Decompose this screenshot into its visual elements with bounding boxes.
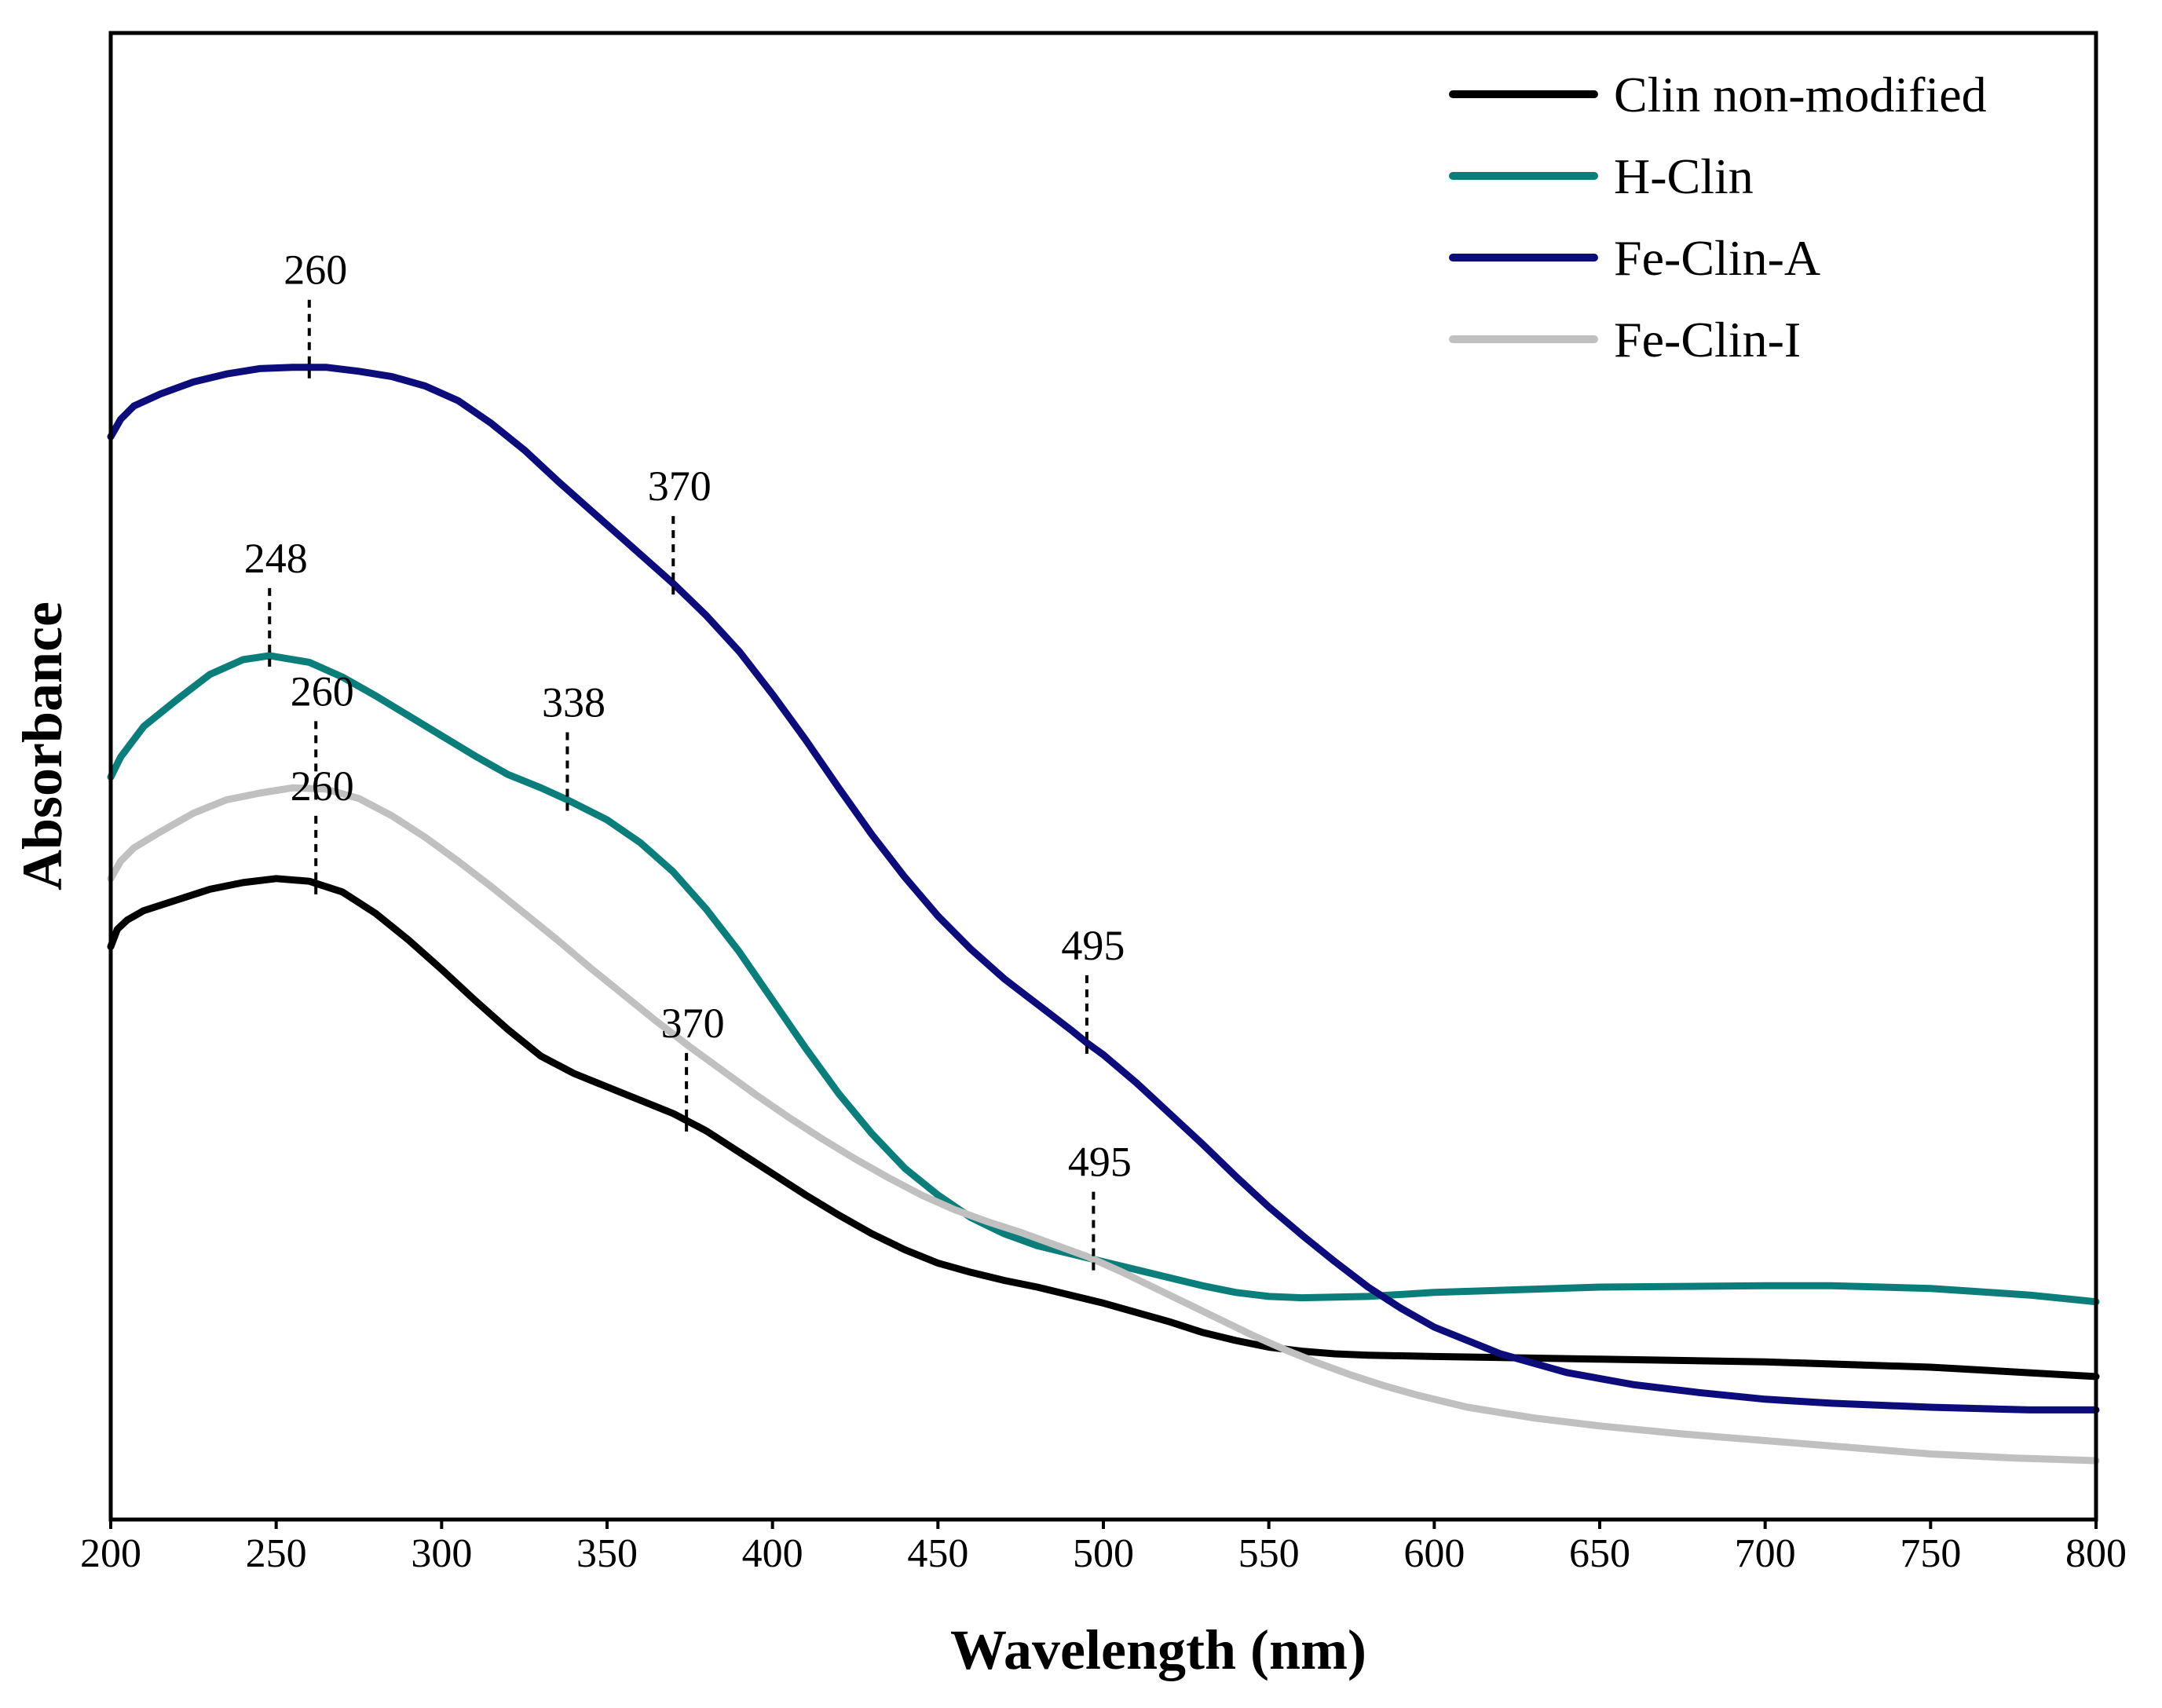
x-tick-label-750: 750 — [1900, 1531, 1961, 1576]
x-tick-label-550: 550 — [1238, 1531, 1300, 1576]
annotation-label-1: 370 — [648, 463, 712, 510]
x-tick-label-800: 800 — [2065, 1531, 2127, 1576]
x-tick-label-650: 650 — [1569, 1531, 1630, 1576]
series-layer — [107, 364, 2100, 1465]
annotation-label-4: 338 — [542, 679, 605, 726]
x-tick-label-600: 600 — [1403, 1531, 1465, 1576]
annotation-label-2: 495 — [1061, 922, 1125, 969]
x-axis-title: Wavelength (nm) — [950, 1618, 1366, 1681]
x-tick-label-500: 500 — [1073, 1531, 1134, 1576]
x-tick-label-200: 200 — [80, 1531, 141, 1576]
legend-label-clin-non-modified: Clin non-modified — [1614, 67, 1987, 123]
x-tick-label-250: 250 — [246, 1531, 307, 1576]
legend-label-fe-clin-i: Fe-Clin-I — [1614, 312, 1801, 368]
annotation-label-3: 248 — [244, 535, 308, 582]
legend: Clin non-modified H-Clin Fe-Clin-A Fe-Clin-… — [1449, 67, 1987, 368]
x-tick-label-300: 300 — [411, 1531, 472, 1576]
annotation-label-7: 370 — [661, 1000, 725, 1047]
x-tick-label-400: 400 — [742, 1531, 803, 1576]
x-tick-label-350: 350 — [576, 1531, 638, 1576]
legend-label-fe-clin-a: Fe-Clin-A — [1614, 230, 1820, 286]
y-axis-title: Absorbance — [11, 602, 74, 891]
annotation-label-0: 260 — [284, 247, 347, 294]
series-line-fe-clin-a — [107, 364, 2100, 1414]
annotation-layer: 260 370 495 248 338 260 260 370 495 — [244, 247, 1132, 1271]
x-tick-label-450: 450 — [907, 1531, 968, 1576]
x-tick-label-700: 700 — [1735, 1531, 1796, 1576]
annotation-label-6: 260 — [291, 763, 354, 810]
legend-label-h-clin: H-Clin — [1614, 148, 1754, 204]
x-axis-ticks: 200 250 300 350 400 450 500 550 600 650 700 750 800 — [80, 1520, 2127, 1576]
series-line-fe-clin-i — [107, 784, 2100, 1465]
series-line-h-clin — [107, 652, 2100, 1306]
annotation-label-8: 495 — [1068, 1139, 1132, 1186]
annotation-label-5: 260 — [291, 667, 354, 715]
